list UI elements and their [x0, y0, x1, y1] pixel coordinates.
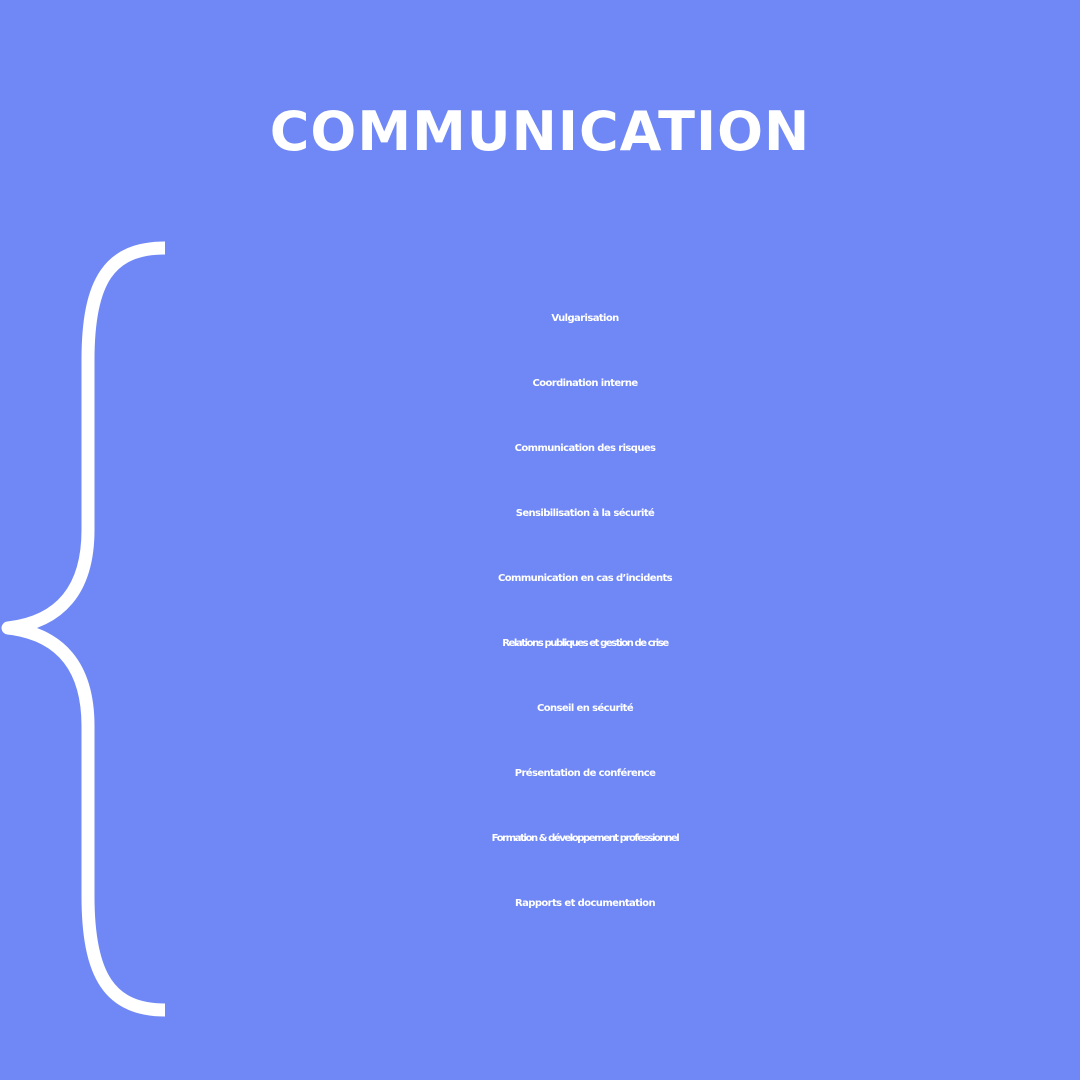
list-item: Vulgarisation — [551, 313, 619, 324]
skills-list: Vulgarisation Coordination interne Commu… — [90, 286, 1080, 936]
list-item: Présentation de conférence — [514, 768, 656, 779]
list-item: Rapports et documentation — [515, 898, 656, 909]
list-item: Coordination interne — [532, 378, 638, 389]
list-item: Communication en cas d’incidents — [497, 573, 673, 584]
curly-brace-icon — [1, 241, 166, 1017]
list-item: Conseil en sécurité — [536, 703, 634, 714]
list-item: Formation & développement professionnel — [491, 833, 680, 844]
list-item: Relations publiques et gestion de crise — [502, 638, 669, 649]
list-item: Communication des risques — [514, 443, 656, 454]
page-title: COMMUNICATION — [269, 100, 811, 163]
list-item: Sensibilisation à la sécurité — [515, 508, 655, 519]
